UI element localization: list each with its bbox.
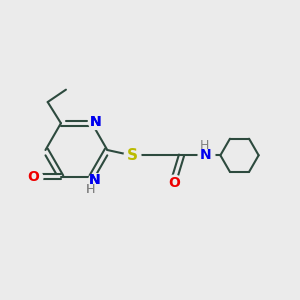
Text: S: S — [127, 148, 137, 163]
Text: N: N — [200, 148, 212, 162]
Text: N: N — [89, 173, 100, 187]
Text: O: O — [28, 170, 40, 184]
Text: O: O — [168, 176, 180, 190]
Text: N: N — [90, 115, 101, 129]
Text: N: N — [89, 173, 100, 187]
Text: N: N — [90, 115, 101, 129]
Text: H: H — [200, 140, 209, 152]
Text: H: H — [86, 183, 95, 196]
Text: H: H — [86, 183, 95, 196]
